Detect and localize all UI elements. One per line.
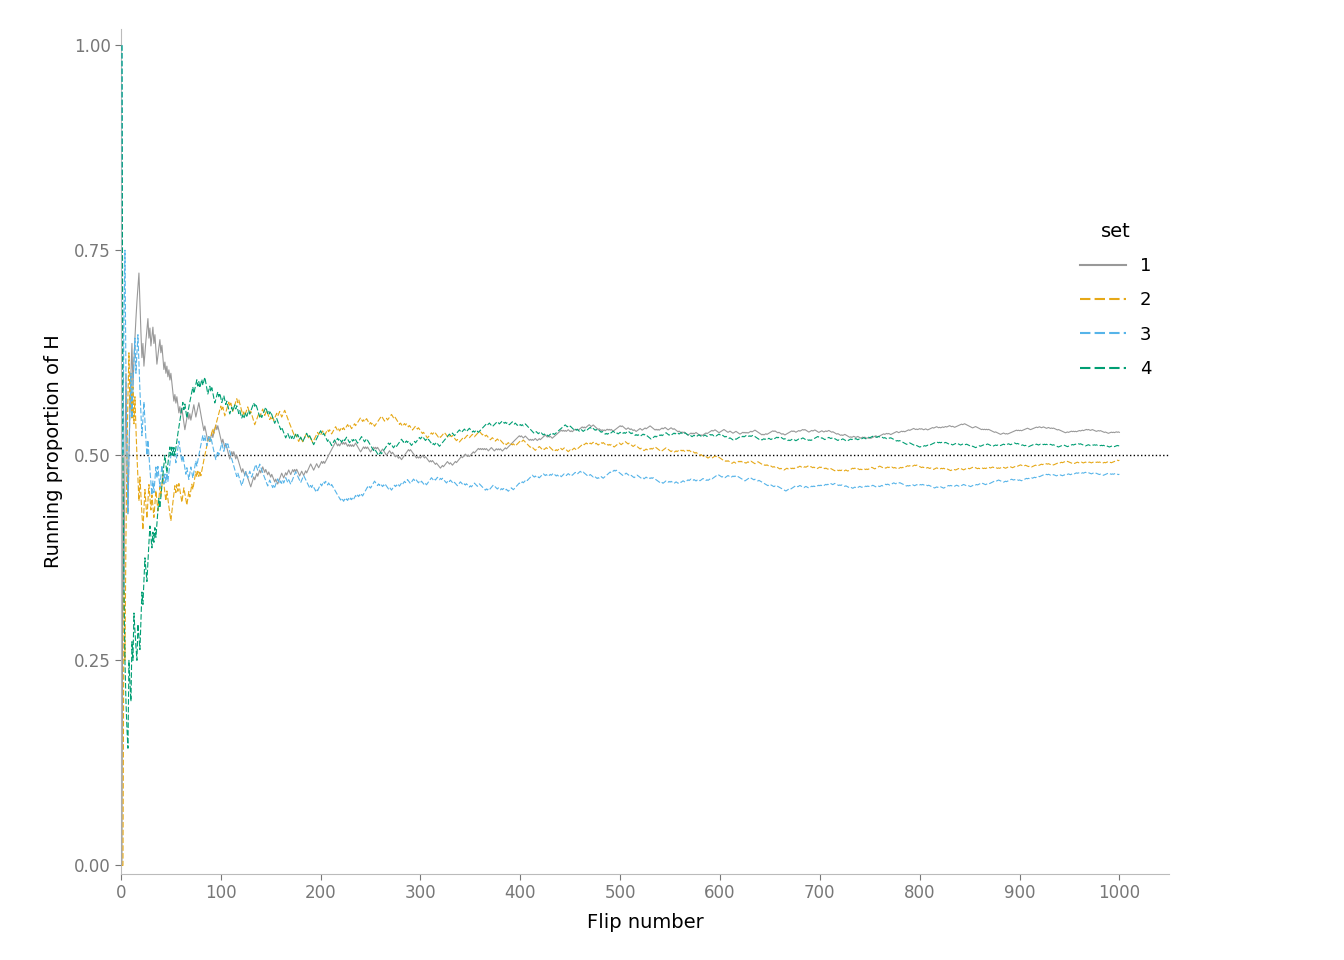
4 — [892, 436, 909, 447]
4 — [120, 742, 136, 754]
4 — [554, 421, 570, 433]
1 — [800, 425, 816, 437]
2 — [911, 460, 927, 471]
2 — [554, 444, 570, 455]
1 — [114, 859, 130, 871]
2 — [800, 460, 816, 471]
3 — [892, 477, 909, 489]
4 — [911, 441, 927, 452]
1 — [554, 425, 570, 437]
1 — [892, 426, 909, 438]
4 — [519, 420, 535, 431]
2 — [121, 347, 137, 358]
2 — [216, 410, 233, 421]
2 — [519, 438, 535, 449]
4 — [114, 39, 130, 51]
1 — [519, 431, 535, 443]
3 — [519, 474, 535, 486]
4 — [800, 434, 816, 445]
3 — [554, 470, 570, 482]
1 — [1111, 426, 1128, 438]
X-axis label: Flip number: Flip number — [587, 913, 703, 932]
3 — [800, 482, 816, 493]
3 — [911, 480, 927, 492]
Line: 2: 2 — [122, 352, 1120, 865]
2 — [114, 859, 130, 871]
Legend: 1, 2, 3, 4: 1, 2, 3, 4 — [1074, 215, 1159, 385]
4 — [216, 395, 233, 406]
Line: 4: 4 — [122, 45, 1120, 748]
1 — [911, 423, 927, 435]
Y-axis label: Running proportion of H: Running proportion of H — [43, 334, 63, 568]
1 — [130, 267, 146, 278]
3 — [1111, 468, 1128, 480]
3 — [216, 442, 233, 453]
1 — [216, 442, 233, 453]
2 — [892, 462, 909, 473]
3 — [114, 39, 130, 51]
Line: 1: 1 — [122, 273, 1120, 865]
3 — [120, 508, 136, 519]
4 — [1111, 440, 1128, 451]
Line: 3: 3 — [122, 45, 1120, 514]
2 — [1111, 454, 1128, 466]
